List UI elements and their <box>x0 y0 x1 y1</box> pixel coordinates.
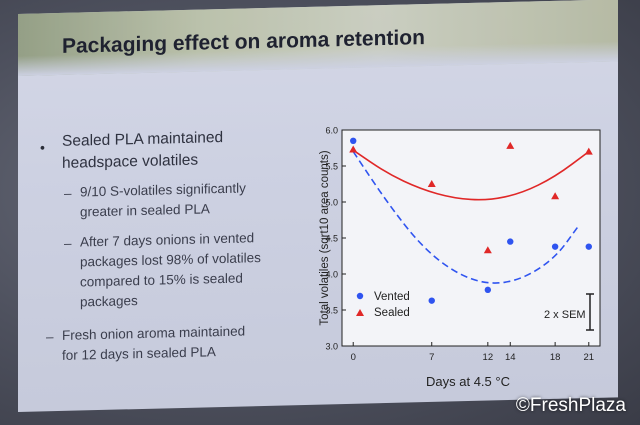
y-tick-label: 5.5 <box>325 162 338 172</box>
x-tick-label: 18 <box>550 352 561 363</box>
sub-bullet-2-line-3: compared to 15% is sealed <box>80 270 243 290</box>
fit-curves <box>352 149 590 284</box>
vented-data-point <box>585 243 592 250</box>
y-tick-label: 6.0 <box>325 126 338 136</box>
sealed-data-point <box>427 180 436 187</box>
vented-data-point <box>350 137 357 144</box>
y-tick-label: 3.5 <box>325 306 338 316</box>
sub-bullet-dash-2: – <box>64 235 72 251</box>
vented-data-point <box>484 286 492 294</box>
vented-data-point <box>428 297 435 304</box>
y-tick-label: 5.0 <box>325 198 338 208</box>
legend-vented-marker <box>356 292 364 300</box>
x-axis: 0 7 12 14 18 21 <box>351 342 594 363</box>
x-tick-label: 14 <box>505 352 516 363</box>
sealed-data-point <box>584 147 593 155</box>
sem-annotation: 2 x SEM <box>544 293 594 331</box>
legend-vented-label: Vented <box>374 291 410 303</box>
sealed-data-point <box>506 141 515 149</box>
legend-sealed-marker <box>356 309 364 316</box>
freshplaza-watermark: ©FreshPlaza <box>515 395 626 416</box>
x-axis-label: Days at 4.5 °C <box>426 374 510 389</box>
data-points <box>349 137 593 304</box>
y-tick-label: 3.0 <box>325 342 338 352</box>
y-axis-label: Total volatiles (sqrt10 area counts) <box>319 150 331 325</box>
main-bullet-line-1: Sealed PLA maintained <box>62 128 224 150</box>
sub-bullet-dash-1: – <box>64 185 72 201</box>
x-tick-label: 21 <box>583 352 594 363</box>
y-tick-label: 4.5 <box>325 234 338 244</box>
sub-bullet-1-line-1: 9/10 S-volatiles significantly <box>80 180 246 200</box>
vented-data-point <box>507 238 514 245</box>
x-tick-label: 0 <box>351 352 356 363</box>
sealed-data-point <box>483 246 492 254</box>
sealed-fit-curve <box>352 149 590 201</box>
vented-data-point <box>551 243 559 250</box>
volatiles-chart: 3.0 3.5 4.0 4.5 5.0 5.5 6.0 0 7 12 14 18 21 Total v… <box>319 126 601 389</box>
x-tick-label: 7 <box>429 352 434 363</box>
main-bullet-line-2: headspace volatiles <box>62 151 199 172</box>
vented-fit-curve <box>352 151 579 284</box>
plot-area <box>341 129 601 347</box>
sealed-data-point <box>551 192 560 200</box>
sub-bullet-1-line-2: greater in sealed PLA <box>80 201 210 220</box>
y-axis: 3.0 3.5 4.0 4.5 5.0 5.5 6.0 <box>325 126 346 352</box>
y-tick-label: 4.0 <box>325 270 338 280</box>
bullet-marker: • <box>40 139 45 156</box>
sub-bullet-3-line-2: for 12 days in sealed PLA <box>62 344 216 363</box>
sem-label: 2 x SEM <box>544 309 586 321</box>
x-tick-label: 12 <box>483 352 494 363</box>
sub-bullet-dash-3: – <box>46 329 54 345</box>
legend-sealed-label: Sealed <box>374 307 410 319</box>
sub-bullet-3-line-1: Fresh onion aroma maintained <box>62 323 246 343</box>
sealed-data-point <box>349 145 358 153</box>
legend: Vented Sealed <box>356 291 410 319</box>
sub-bullet-2-line-4: packages <box>80 293 138 310</box>
